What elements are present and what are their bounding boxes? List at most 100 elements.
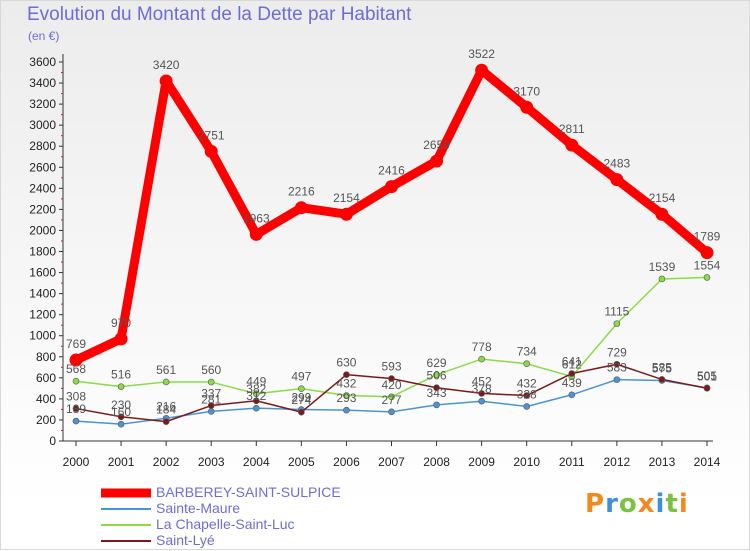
series-point-0 [430, 154, 444, 168]
x-tick-label: 2007 [378, 455, 405, 469]
series-point-3 [478, 390, 485, 397]
series-point-1 [388, 408, 395, 416]
series-point-0 [339, 207, 353, 221]
data-label-1: 343 [427, 386, 447, 400]
data-label-1: 281 [201, 392, 221, 406]
series-point-3 [523, 392, 531, 399]
series-point-3 [388, 375, 395, 382]
series-point-1 [252, 404, 260, 412]
series-point-1 [478, 397, 485, 405]
data-label-1: 299 [291, 391, 311, 405]
y-tick-label: 3600 [29, 55, 56, 69]
x-tick-label: 2009 [468, 455, 495, 469]
y-tick-label: 400 [36, 392, 56, 406]
series-point-2 [433, 371, 440, 379]
series-point-0 [655, 207, 669, 221]
data-label-0: 3170 [513, 84, 540, 98]
data-label-0: 1789 [694, 230, 721, 244]
y-tick-label: 2200 [29, 202, 56, 216]
chart-unit: (en €) [28, 29, 60, 43]
x-tick-label: 2001 [108, 455, 135, 469]
legend-item: Sainte-Maure [101, 500, 441, 517]
y-tick-label: 1800 [29, 245, 56, 259]
series-point-2 [207, 378, 215, 386]
x-tick-label: 2000 [63, 455, 90, 469]
x-tick-label: 2005 [288, 455, 315, 469]
data-label-3: 452 [472, 374, 492, 388]
y-tick-label: 3400 [29, 76, 56, 90]
data-label-1: 328 [517, 387, 537, 401]
x-tick-label: 2011 [559, 455, 585, 469]
y-tick-label: 200 [36, 413, 56, 427]
data-label-2: 568 [66, 362, 86, 376]
series-point-0 [249, 227, 263, 241]
data-label-3: 274 [291, 393, 311, 407]
series-point-0 [114, 332, 128, 346]
series-point-2 [388, 393, 395, 401]
data-label-0: 2416 [378, 164, 405, 178]
series-point-1 [568, 391, 576, 399]
y-tick-label: 2800 [29, 139, 56, 153]
series-point-0 [385, 180, 398, 194]
series-point-3 [343, 371, 350, 378]
data-label-3: 593 [381, 360, 401, 374]
series-point-2 [523, 360, 531, 368]
series-point-0 [159, 74, 173, 88]
data-label-2: 1115 [604, 305, 629, 319]
proxiti-logo: Proxiti [585, 489, 689, 519]
y-tick-label: 1600 [29, 266, 56, 280]
y-tick-label: 800 [36, 350, 56, 364]
series-point-2 [298, 385, 305, 392]
data-label-0: 2483 [604, 157, 631, 171]
series-point-2 [658, 275, 666, 283]
data-label-2: 497 [291, 370, 311, 384]
data-label-2: 778 [472, 340, 492, 354]
series-point-3 [298, 408, 305, 416]
series-point-0 [520, 100, 534, 114]
data-label-0: 3522 [468, 47, 495, 61]
series-point-0 [565, 138, 579, 152]
data-label-1: 189 [66, 402, 86, 416]
y-tick-label: 3000 [29, 118, 56, 132]
chart-series [69, 63, 714, 428]
x-tick-label: 2012 [604, 455, 631, 469]
x-tick-label: 2013 [649, 455, 676, 469]
series-point-2 [343, 392, 350, 399]
y-tick-label: 1200 [29, 308, 56, 322]
y-tick-label: 1400 [29, 287, 56, 301]
data-label-0: 2659 [423, 138, 450, 152]
series-point-1 [343, 406, 350, 414]
series-point-3 [207, 402, 215, 409]
data-label-0: 2154 [333, 191, 360, 205]
data-label-2: 420 [381, 378, 401, 392]
data-label-0: 2216 [288, 185, 315, 199]
chart-axes [59, 54, 713, 446]
data-label-2: 516 [111, 368, 131, 382]
data-label-2: 734 [517, 345, 537, 359]
chart-tick-labels: 0 200 400 600 800 1000 1200 1400 1600 1800 2000 220… [29, 55, 720, 469]
series-point-2 [703, 274, 711, 281]
data-label-3: 506 [427, 369, 447, 383]
legend-swatch [101, 524, 151, 526]
data-label-2: 449 [246, 375, 266, 389]
data-label-2: 432 [336, 377, 356, 391]
data-label-1: 277 [381, 393, 401, 407]
data-label-0: 769 [66, 337, 86, 351]
data-label-1: 160 [111, 405, 131, 419]
series-point-2 [478, 355, 485, 363]
series-point-3 [568, 370, 576, 377]
series-point-0 [610, 173, 624, 187]
series-point-3 [117, 413, 125, 421]
y-tick-label: 600 [36, 371, 56, 385]
data-label-3: 641 [562, 355, 582, 369]
data-label-2: 612 [562, 358, 582, 372]
chart-title: Evolution du Montant de la Dette par Hab… [27, 4, 412, 25]
series-point-1 [433, 401, 440, 409]
legend-swatch [101, 508, 151, 510]
series-point-3 [252, 397, 260, 405]
series-point-2 [117, 383, 125, 390]
series-point-2 [72, 377, 80, 385]
legend-swatch [101, 540, 151, 542]
series-point-1 [117, 420, 125, 428]
